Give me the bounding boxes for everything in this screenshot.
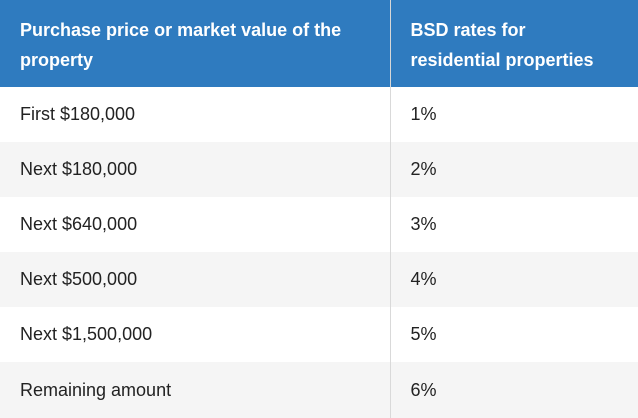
amount-cell: First $180,000 <box>0 87 391 142</box>
table-row: Next $640,000 3% <box>0 197 638 252</box>
amount-cell: Next $640,000 <box>0 197 391 252</box>
rate-cell: 4% <box>390 252 638 307</box>
amount-cell: Remaining amount <box>0 362 391 418</box>
table-header: Purchase price or market value of the pr… <box>0 0 638 87</box>
rate-cell: 6% <box>390 362 638 418</box>
rate-cell: 2% <box>390 142 638 197</box>
table-row: First $180,000 1% <box>0 87 638 142</box>
header-row: Purchase price or market value of the pr… <box>0 0 638 87</box>
amount-cell: Next $180,000 <box>0 142 391 197</box>
amount-cell: Next $500,000 <box>0 252 391 307</box>
table-row: Next $180,000 2% <box>0 142 638 197</box>
table-row: Remaining amount 6% <box>0 362 638 418</box>
amount-cell: Next $1,500,000 <box>0 307 391 362</box>
rate-cell: 1% <box>390 87 638 142</box>
rate-cell: 3% <box>390 197 638 252</box>
table-row: Next $500,000 4% <box>0 252 638 307</box>
header-price-column: Purchase price or market value of the pr… <box>0 0 391 87</box>
table-row: Next $1,500,000 5% <box>0 307 638 362</box>
rate-cell: 5% <box>390 307 638 362</box>
header-rate-column: BSD rates for residential properties <box>390 0 638 87</box>
table-body: First $180,000 1% Next $180,000 2% Next … <box>0 87 638 418</box>
